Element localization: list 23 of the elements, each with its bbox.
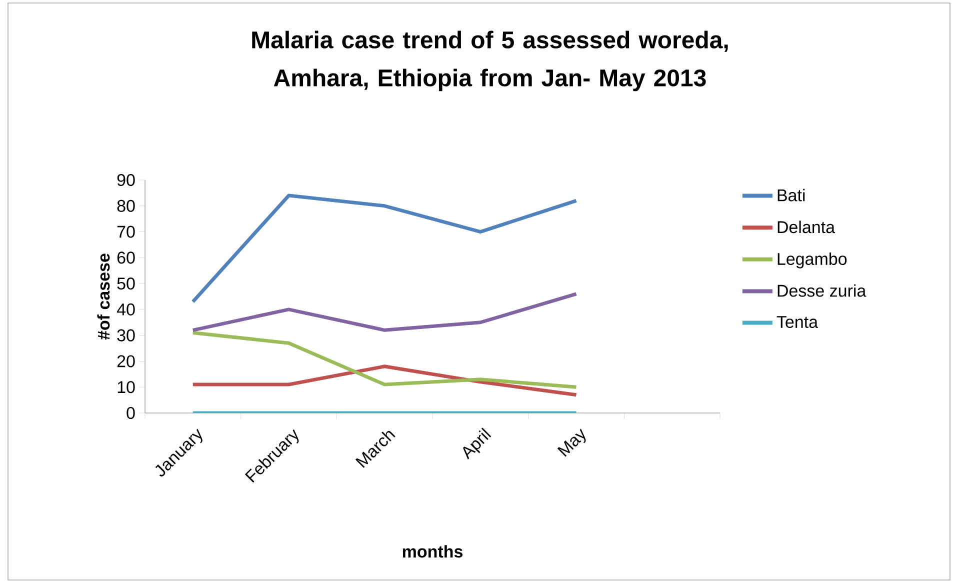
y-tick-label: 70 — [117, 226, 135, 238]
line-series — [191, 292, 578, 332]
legend-label: Delanta — [778, 220, 836, 234]
y-tick-label: 40 — [116, 303, 135, 316]
x-axis-title: months — [402, 545, 462, 558]
legend-label: Bati — [778, 188, 805, 202]
legend-label: Legambo — [778, 252, 847, 268]
line-series — [191, 364, 578, 397]
legend-label: Desse zuria — [778, 284, 866, 297]
y-tick-label: 10 — [118, 381, 135, 394]
line-series — [191, 330, 578, 389]
y-axis-title: #of casese — [97, 254, 110, 340]
line-series — [191, 194, 578, 304]
y-tick-label: 0 — [126, 406, 135, 420]
y-tick-label: 30 — [117, 329, 135, 342]
y-tick-label: 80 — [117, 200, 135, 212]
y-tick-label: 50 — [117, 278, 135, 290]
chart-title: Malaria case trend of 5 assessed woreda, Amhara, Ethiopia from Jan- May 2013 — [252, 30, 728, 92]
y-tick-label: 90 — [117, 174, 135, 186]
y-tick-label: 20 — [117, 355, 135, 368]
y-tick-label: 60 — [117, 252, 135, 264]
legend-label: Tenta — [776, 316, 818, 328]
x-tick-label: May — [557, 428, 586, 457]
